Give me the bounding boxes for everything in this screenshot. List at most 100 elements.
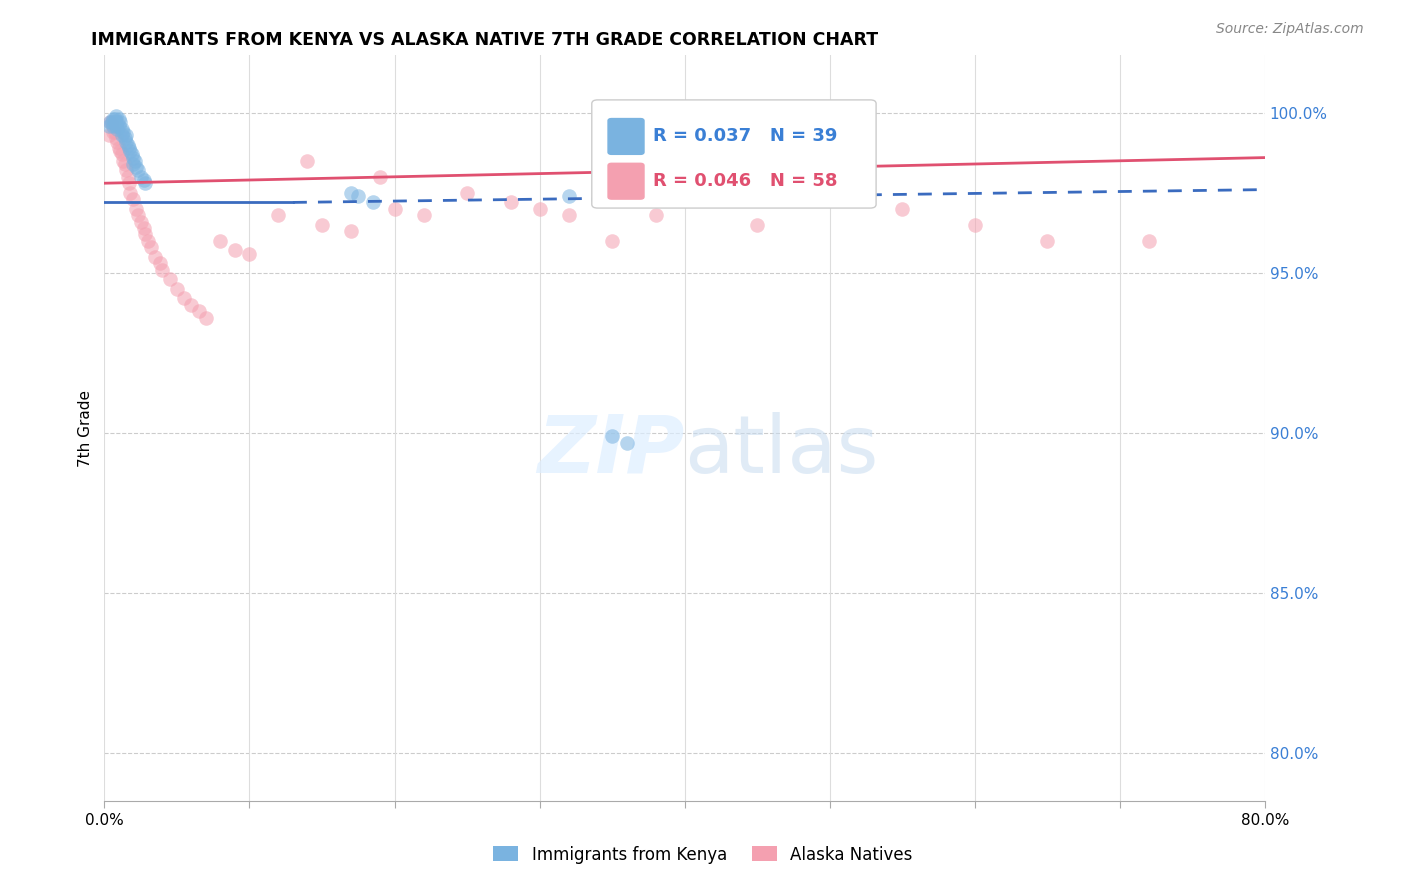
Point [103,125,125,139]
Point [311,218,333,232]
Point [180,298,202,312]
Point [124,153,146,168]
Point [101,119,124,133]
Point [98,115,121,129]
Point [115,128,138,143]
Point [529,202,551,216]
Point [963,218,986,232]
Point [194,310,217,325]
Point [117,169,139,184]
Point [644,208,666,222]
Point [297,153,319,168]
Point [456,186,478,200]
Text: atlas: atlas [685,411,879,490]
Point [117,137,139,152]
Point [110,115,132,129]
Point [129,169,152,184]
Text: Source: ZipAtlas.com: Source: ZipAtlas.com [1216,22,1364,37]
Point [267,208,290,222]
Point [134,176,156,190]
Point [100,115,122,129]
Point [103,119,125,133]
Point [132,221,155,235]
Point [122,192,145,206]
Text: R = 0.037   N = 39: R = 0.037 N = 39 [654,128,838,145]
Point [110,144,132,158]
FancyBboxPatch shape [592,100,876,208]
Point [616,435,638,450]
Point [703,153,725,168]
Point [347,189,370,203]
Point [340,186,363,200]
Point [104,109,127,123]
Point [148,256,170,270]
Point [368,169,391,184]
Point [600,234,623,248]
Point [101,125,124,139]
Point [120,186,142,200]
Point [101,112,124,127]
Point [127,208,149,222]
Point [127,163,149,178]
Point [111,147,134,161]
Point [586,192,609,206]
Point [111,128,134,143]
Point [139,240,162,254]
Point [173,292,195,306]
Point [499,195,522,210]
Point [224,244,246,258]
Point [238,246,260,260]
FancyBboxPatch shape [607,163,644,199]
Point [114,157,136,171]
Point [118,176,141,190]
Text: ZIP: ZIP [537,411,685,490]
Point [104,131,127,145]
Point [818,186,841,200]
Point [129,214,152,228]
Point [557,189,579,203]
Point [108,119,131,133]
Point [1137,234,1160,248]
Point [114,131,136,145]
Point [112,125,135,139]
Point [115,135,138,149]
Point [143,250,166,264]
Point [361,195,384,210]
Point [107,135,129,149]
Point [209,234,232,248]
Point [1036,234,1059,248]
Point [112,153,135,168]
Point [98,115,121,129]
Point [103,112,125,127]
Point [97,119,120,133]
Point [557,208,579,222]
Point [122,151,145,165]
Point [891,202,914,216]
Point [97,128,120,143]
Point [122,157,145,171]
Point [159,272,181,286]
Point [136,234,159,248]
Point [340,224,363,238]
Point [104,119,127,133]
Text: IMMIGRANTS FROM KENYA VS ALASKA NATIVE 7TH GRADE CORRELATION CHART: IMMIGRANTS FROM KENYA VS ALASKA NATIVE 7… [91,31,879,49]
Point [152,262,174,277]
Legend: Immigrants from Kenya, Alaska Natives: Immigrants from Kenya, Alaska Natives [486,839,920,871]
Point [789,169,811,184]
Point [134,227,156,242]
Point [125,202,148,216]
Point [107,115,129,129]
Point [166,282,188,296]
Point [107,121,129,136]
Point [600,429,623,443]
Point [125,160,148,174]
Point [187,304,209,318]
Y-axis label: 7th Grade: 7th Grade [79,390,93,467]
Point [121,147,143,161]
Point [111,121,134,136]
Point [108,141,131,155]
Point [384,202,406,216]
Point [100,115,122,129]
Text: R = 0.046   N = 58: R = 0.046 N = 58 [654,172,838,190]
Point [412,208,434,222]
